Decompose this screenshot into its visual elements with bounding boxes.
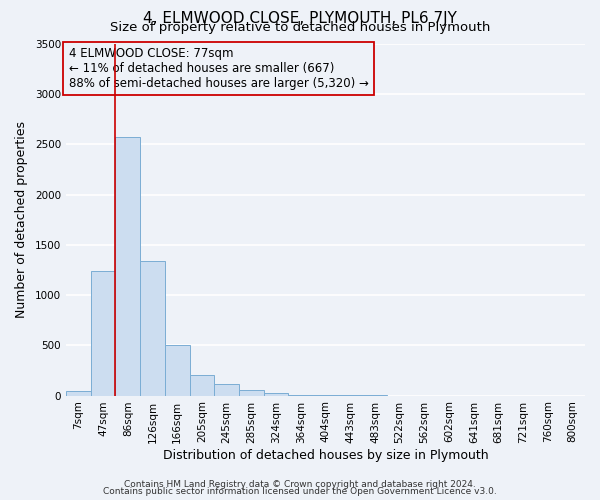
Bar (289, 394, 313, 396)
Text: 4, ELMWOOD CLOSE, PLYMOUTH, PL6 7JY: 4, ELMWOOD CLOSE, PLYMOUTH, PL6 7JY (143, 11, 457, 26)
Bar (264, 392, 289, 396)
Bar (91, 271, 115, 396)
Bar (313, 395, 338, 396)
Text: 4 ELMWOOD CLOSE: 77sqm
← 11% of detached houses are smaller (667)
88% of semi-de: 4 ELMWOOD CLOSE: 77sqm ← 11% of detached… (68, 47, 368, 90)
X-axis label: Distribution of detached houses by size in Plymouth: Distribution of detached houses by size … (163, 450, 488, 462)
Bar (239, 390, 264, 396)
Bar (165, 346, 190, 396)
Text: Contains public sector information licensed under the Open Government Licence v3: Contains public sector information licen… (103, 487, 497, 496)
Bar (214, 384, 239, 396)
Bar (66, 390, 91, 396)
Text: Contains HM Land Registry data © Crown copyright and database right 2024.: Contains HM Land Registry data © Crown c… (124, 480, 476, 489)
Text: Size of property relative to detached houses in Plymouth: Size of property relative to detached ho… (110, 22, 490, 35)
Y-axis label: Number of detached properties: Number of detached properties (15, 122, 28, 318)
Bar (190, 376, 214, 396)
Bar (115, 138, 140, 396)
Bar (140, 261, 165, 396)
